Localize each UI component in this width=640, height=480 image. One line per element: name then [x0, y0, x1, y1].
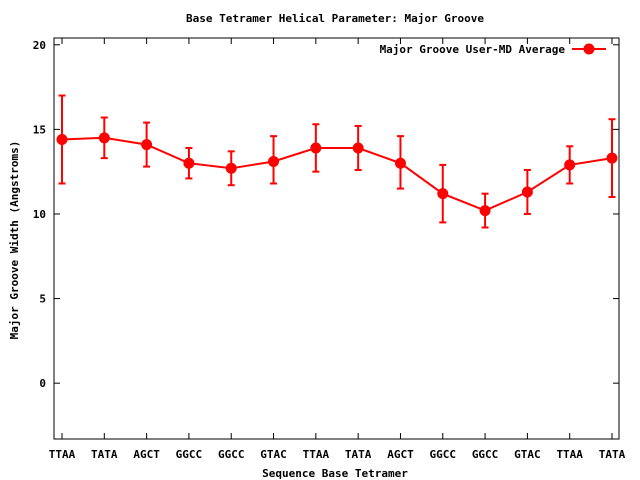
data-point — [394, 157, 406, 169]
data-point — [479, 205, 491, 217]
y-tick-label: 10 — [33, 208, 46, 221]
data-point — [56, 134, 68, 146]
x-tick-label: TTAA — [556, 448, 583, 461]
x-tick-label: TATA — [599, 448, 626, 461]
x-axis-label: Sequence Base Tetramer — [262, 467, 408, 480]
x-tick-label: GTAC — [260, 448, 287, 461]
x-tick-label: AGCT — [387, 448, 414, 461]
legend-marker — [583, 43, 595, 55]
data-point — [225, 162, 237, 174]
x-tick-label: TATA — [345, 448, 372, 461]
data-point — [352, 142, 364, 154]
x-tick-label: AGCT — [133, 448, 160, 461]
data-point — [268, 156, 280, 168]
y-axis-label: Major Groove Width (Angstroms) — [8, 141, 21, 340]
data-point — [141, 139, 153, 151]
plot-frame — [53, 37, 620, 440]
chart-title: Base Tetramer Helical Parameter: Major G… — [186, 12, 484, 25]
data-point — [521, 186, 533, 198]
y-tick-label: 5 — [39, 293, 46, 306]
x-tick-label: GTAC — [514, 448, 541, 461]
y-tick-label: 15 — [33, 123, 46, 136]
x-tick-label: GGCC — [218, 448, 245, 461]
data-point — [310, 142, 322, 154]
data-point — [564, 159, 576, 171]
data-point — [606, 152, 618, 164]
y-tick-label: 20 — [33, 39, 46, 52]
series-line — [61, 136, 613, 212]
x-tick-label: TATA — [91, 448, 118, 461]
y-tick-label: 0 — [39, 377, 46, 390]
legend: Major Groove User-MD Average — [380, 43, 606, 56]
data-point — [98, 132, 110, 144]
x-tick-label: TTAA — [303, 448, 330, 461]
x-tick-label: GGCC — [430, 448, 457, 461]
data-point — [183, 157, 195, 169]
x-axis: TTAA TATA AGCT GGCC GGCC GTAC TTAA TATA AGCT GGCC… — [49, 38, 626, 461]
x-tick-label: TTAA — [49, 448, 76, 461]
y-axis: 0 5 10 15 20 — [33, 39, 619, 390]
x-tick-label: GGCC — [472, 448, 499, 461]
series-layer — [56, 94, 618, 229]
legend-label: Major Groove User-MD Average — [380, 43, 566, 56]
data-point — [437, 188, 449, 200]
x-tick-label: GGCC — [176, 448, 203, 461]
